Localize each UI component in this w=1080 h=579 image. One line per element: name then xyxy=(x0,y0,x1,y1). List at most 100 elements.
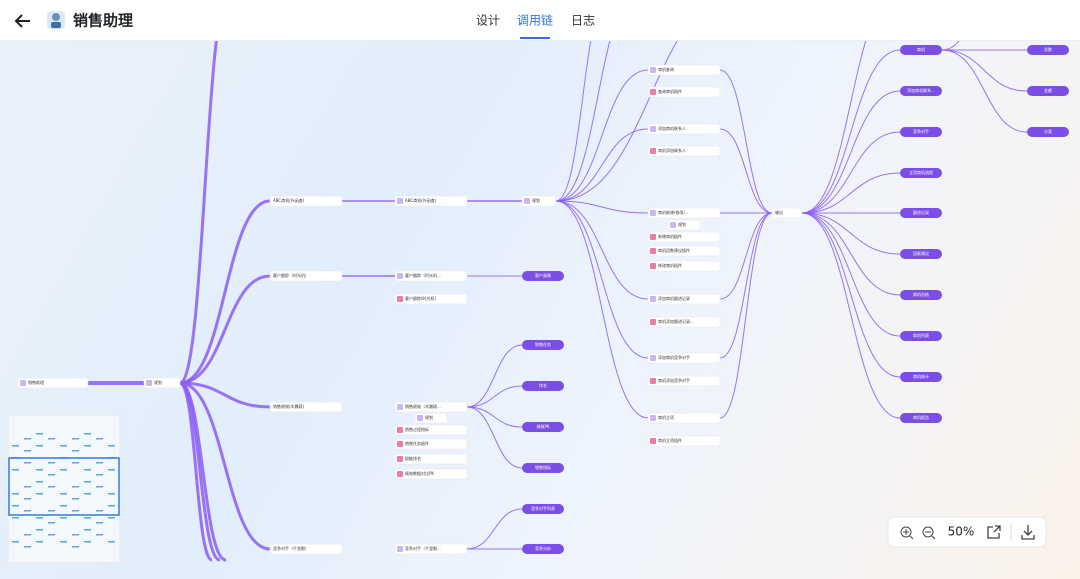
download-button[interactable] xyxy=(1021,525,1035,540)
plugin-icon xyxy=(397,471,403,477)
node-label: 商机列表 xyxy=(913,332,929,338)
node-label: 竞争对手（千里眼） xyxy=(273,545,309,551)
node-pill xyxy=(522,544,564,554)
node-pill xyxy=(900,127,942,137)
node-label: 新增商机插件 xyxy=(658,233,682,239)
node-label: ABC商机(外函查) xyxy=(405,197,437,203)
node-label: 回款建议 xyxy=(913,250,929,256)
node-label: 输出 xyxy=(775,209,783,215)
tab[interactable]: 设计 xyxy=(476,14,500,28)
node-label: 竞争对手列表 xyxy=(531,505,555,511)
minimap-node xyxy=(24,486,31,488)
minimap-node xyxy=(84,481,91,483)
node-label: 添加商机联系人 xyxy=(658,125,686,131)
edge xyxy=(719,212,773,359)
node-label: 商机立项 xyxy=(658,414,674,420)
node-pill xyxy=(1027,45,1069,55)
edge xyxy=(941,0,984,51)
node-icon xyxy=(397,404,403,410)
node-label: 排名 xyxy=(539,382,547,388)
node-card xyxy=(647,260,721,272)
plugin-icon xyxy=(650,148,656,154)
tab[interactable]: 日志 xyxy=(571,14,595,28)
node-label: 销售指标 xyxy=(535,464,551,470)
node-icon xyxy=(20,380,26,386)
plugin-icon xyxy=(397,456,403,462)
node-icon xyxy=(650,415,656,421)
minimap-node xyxy=(84,493,91,495)
edge xyxy=(719,212,773,300)
node-label: 客户跟踪（时光机... xyxy=(405,272,441,278)
node-pill xyxy=(900,331,942,341)
node-pill xyxy=(900,168,942,178)
node-card xyxy=(414,412,448,424)
edge xyxy=(555,0,627,202)
node-card xyxy=(647,352,721,364)
plugin-icon xyxy=(397,441,403,447)
minimap-node xyxy=(96,534,103,536)
header: 销售助理 设计 调用链 日志 xyxy=(0,0,1080,41)
minimap-node xyxy=(96,462,103,464)
minimap-node xyxy=(24,462,31,464)
minimap-node xyxy=(36,481,43,483)
node-card xyxy=(647,145,721,157)
node-icon xyxy=(417,415,423,421)
node-pill xyxy=(522,340,564,350)
edge xyxy=(801,49,901,214)
node-label: 商机添加跟进记录... xyxy=(658,318,694,324)
node-label: 销售过程指标 xyxy=(405,426,429,432)
node-label: 商机添加竞争对手 xyxy=(658,377,690,383)
node-pill xyxy=(900,372,942,382)
node-card xyxy=(394,468,468,480)
minimap-node xyxy=(84,433,91,435)
edge xyxy=(801,212,901,337)
edge xyxy=(719,128,773,214)
zoom-control: 50% xyxy=(887,516,1047,548)
edge xyxy=(801,212,901,378)
edge xyxy=(555,200,649,419)
minimap-node xyxy=(72,438,79,440)
edge xyxy=(801,212,901,419)
node-card xyxy=(647,293,721,305)
node-card xyxy=(647,435,721,447)
export-button[interactable] xyxy=(987,525,1001,539)
plugin-icon xyxy=(397,296,403,302)
app-icon-head xyxy=(52,13,60,21)
node-icon xyxy=(524,198,530,204)
zoom-out[interactable] xyxy=(922,526,934,538)
minimap-node xyxy=(60,445,67,447)
minimap-node xyxy=(84,469,91,471)
node-card xyxy=(647,245,721,257)
minimap-node xyxy=(24,438,31,440)
edge xyxy=(555,128,649,202)
node-pill xyxy=(900,208,942,218)
plugin-icon xyxy=(650,248,656,254)
edge xyxy=(941,49,1028,92)
minimap-node xyxy=(108,493,115,495)
tab-underline xyxy=(520,37,550,39)
node-label: 金额 xyxy=(1044,87,1052,93)
node-card xyxy=(394,543,468,555)
minimap-node xyxy=(48,522,55,524)
minimap-node xyxy=(12,541,19,543)
tab-active[interactable]: 调用链 xyxy=(517,13,553,28)
node-label: 商机统计 xyxy=(913,373,929,379)
node-label: 分类 xyxy=(1044,128,1052,134)
node-label: 绩效PK xyxy=(536,423,549,429)
node-pill xyxy=(522,422,564,432)
minimap-node xyxy=(84,541,91,543)
minimap-node xyxy=(48,474,55,476)
edge xyxy=(179,199,271,385)
edge xyxy=(179,381,271,551)
node-card xyxy=(647,64,721,76)
minimap-node xyxy=(96,522,103,524)
edge xyxy=(555,200,649,214)
minimap-node xyxy=(72,510,79,512)
node-label: 商机立项插件 xyxy=(658,437,682,443)
back-button[interactable] xyxy=(14,14,30,28)
minimap-node xyxy=(60,505,67,507)
node-label: 商机回数建议插件 xyxy=(658,247,690,253)
zoom-in[interactable] xyxy=(900,526,912,538)
minimap-node xyxy=(36,541,43,543)
